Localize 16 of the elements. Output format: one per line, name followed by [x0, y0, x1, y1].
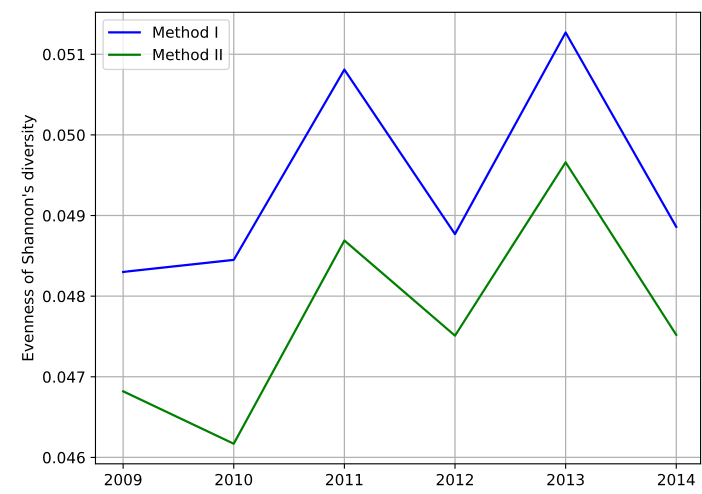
x-tick-label: 2010 — [215, 474, 252, 486]
y-tick-label: 0.049 — [43, 210, 85, 222]
y-tick-label: 0.046 — [43, 452, 85, 464]
x-tick-label: 2012 — [436, 474, 473, 486]
x-tick-label: 2013 — [547, 474, 584, 486]
x-tick-label: 2011 — [326, 474, 362, 486]
x-tick-label: 2009 — [104, 474, 142, 486]
y-tick-label: 0.048 — [43, 290, 85, 302]
y-axis-title: Evenness of Shannon's diversity — [22, 114, 36, 360]
y-tick-label: 0.051 — [43, 48, 84, 60]
line-series — [122, 161, 678, 445]
x-tick-label: 2014 — [658, 474, 695, 486]
y-tick-label: 0.047 — [43, 371, 84, 383]
legend-label: Method I — [154, 26, 218, 38]
legend-label: Method II — [154, 48, 222, 60]
y-tick-label: 0.050 — [43, 129, 85, 141]
